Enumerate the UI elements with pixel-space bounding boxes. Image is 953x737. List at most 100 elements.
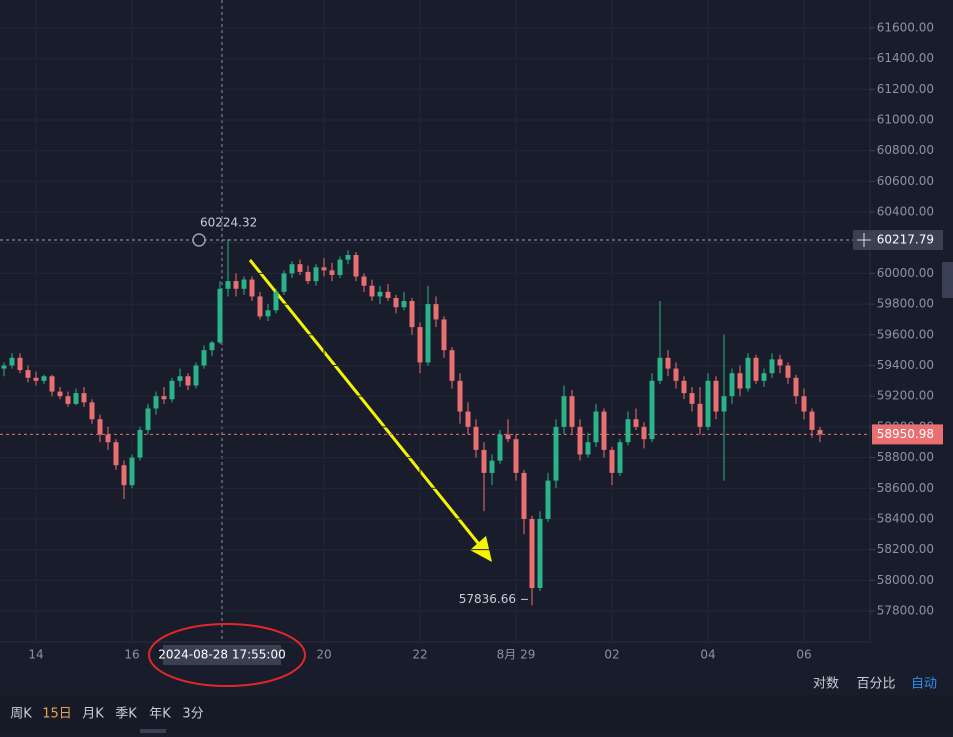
- candle-body: [393, 297, 399, 308]
- candle-body: [113, 442, 119, 466]
- y-tick-label: 60400.00: [877, 205, 934, 219]
- candle-body: [801, 396, 807, 412]
- candle-body: [793, 377, 799, 397]
- toolbar-button[interactable]: 周K: [10, 707, 32, 722]
- y-tick-label: 58000.00: [877, 573, 934, 587]
- candle-body: [553, 426, 559, 481]
- candle-body: [361, 276, 367, 286]
- scale-option[interactable]: 百分比: [856, 677, 895, 692]
- candle-body: [89, 402, 95, 420]
- y-tick-label: 60600.00: [877, 174, 934, 188]
- candle-body: [481, 449, 487, 473]
- candle-body: [385, 291, 391, 298]
- candle-body: [769, 359, 775, 374]
- crosshair-time-label: 2024-08-28 17:55:00: [158, 648, 285, 662]
- candle-body: [377, 291, 383, 297]
- scale-option[interactable]: 对数: [813, 677, 839, 692]
- candle-body: [97, 419, 103, 435]
- candle-body: [201, 350, 207, 366]
- candle-body: [145, 408, 151, 430]
- y-tick-label: 59600.00: [877, 327, 934, 341]
- candle-body: [777, 359, 783, 366]
- toolbar-button[interactable]: 3分: [182, 707, 203, 722]
- candle-body: [609, 449, 615, 473]
- y-tick-label: 60800.00: [877, 143, 934, 157]
- candle-body: [441, 319, 447, 351]
- candle-body: [321, 267, 327, 271]
- toolbar-button[interactable]: 年K: [149, 707, 171, 722]
- candle-body: [193, 365, 199, 386]
- y-tick-label: 61200.00: [877, 82, 934, 96]
- scale-option[interactable]: 自动: [911, 677, 937, 692]
- candle-body: [465, 411, 471, 427]
- low-label: 57836.66: [459, 592, 516, 606]
- y-tick-label: 58600.00: [877, 481, 934, 495]
- trend-arrow: [248, 259, 484, 549]
- candle-body: [73, 393, 79, 404]
- toolbar-bg: [0, 695, 953, 733]
- y-tick-label: 59800.00: [877, 297, 934, 311]
- candle-body: [169, 380, 175, 400]
- x-tick-label: 22: [412, 648, 427, 662]
- y-tick-label: 58800.00: [877, 450, 934, 464]
- x-tick-label: 14: [28, 648, 43, 662]
- last-price-box: [872, 424, 943, 445]
- candle-body: [529, 518, 535, 588]
- candle-body: [753, 357, 759, 381]
- candle-body: [313, 267, 319, 282]
- candle-body: [345, 255, 351, 260]
- candle-body: [185, 376, 191, 386]
- candle-body: [633, 419, 639, 427]
- x-tick-label: 02: [604, 648, 619, 662]
- candle-body: [641, 426, 647, 440]
- candle-body: [577, 426, 583, 455]
- candle-body: [761, 373, 767, 381]
- candle-body: [177, 376, 183, 381]
- candle-body: [33, 377, 39, 381]
- candle-body: [489, 460, 495, 473]
- candle-body: [161, 396, 167, 400]
- y-tick-label: 60000.00: [877, 266, 934, 280]
- y-tick-label: 61600.00: [877, 20, 934, 34]
- candle-body: [705, 380, 711, 427]
- candle-body: [729, 373, 735, 397]
- x-tick-label: 20: [316, 648, 331, 662]
- y-tick-label: 59400.00: [877, 358, 934, 372]
- trend-arrow-head: [470, 536, 492, 562]
- candle-body: [281, 273, 287, 292]
- toolbar-button[interactable]: 季K: [115, 707, 137, 722]
- candle-body: [353, 255, 359, 277]
- x-tick-label: 16: [124, 648, 139, 662]
- candle-body: [209, 342, 215, 351]
- toolbar-button[interactable]: 15日: [42, 707, 72, 722]
- candle-body: [105, 434, 111, 443]
- high-label: 60224.32: [200, 216, 257, 230]
- candle-body: [1, 365, 7, 369]
- candle-body: [249, 279, 255, 297]
- candle-body: [649, 380, 655, 440]
- candle-body: [65, 396, 71, 404]
- toolbar-button[interactable]: 月K: [82, 707, 104, 722]
- candle-body: [681, 380, 687, 394]
- candle-body: [409, 301, 415, 328]
- candle-body: [745, 357, 751, 389]
- candle-body: [57, 391, 63, 397]
- candle-body: [513, 439, 519, 473]
- candle-body: [289, 264, 295, 274]
- candle-body: [241, 279, 247, 289]
- toolbar-indicator: [140, 729, 166, 733]
- candle-body: [689, 393, 695, 404]
- candle-body: [41, 376, 47, 381]
- candle-body: [257, 296, 263, 317]
- candle-body: [569, 396, 575, 427]
- candle-body: [9, 357, 15, 366]
- crosshair-price-box: [853, 230, 943, 251]
- y-tick-label: 58200.00: [877, 542, 934, 556]
- candle-body: [545, 480, 551, 519]
- candle-body: [369, 285, 375, 297]
- candle-body: [593, 411, 599, 443]
- x-tick-label: 04: [700, 648, 715, 662]
- candle-body: [25, 370, 31, 378]
